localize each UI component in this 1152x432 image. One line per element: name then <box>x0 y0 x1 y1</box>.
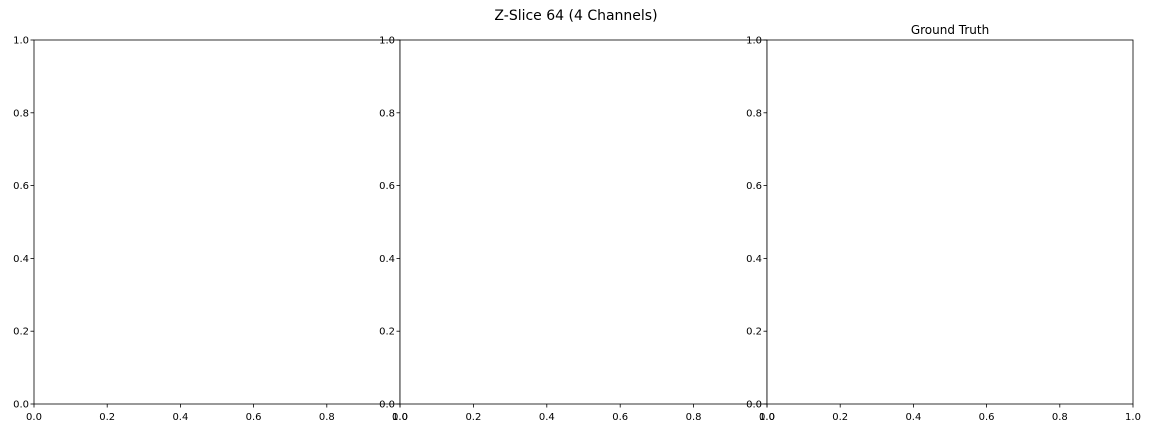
y-tick-label: 0.0 <box>13 400 29 411</box>
x-tick-label: 0.8 <box>319 412 335 423</box>
axes-layer: 0.0 0.2 0.4 0.6 0.8 1.00.00.20.40.60.81.00.0 0… <box>13 23 1141 423</box>
y-tick-label: 0.8 <box>379 108 395 119</box>
x-tick-label: 0.0 <box>759 412 775 423</box>
x-tick-label: 0.2 <box>99 412 115 423</box>
x-tick-label: 0.8 <box>1052 412 1068 423</box>
x-tick-label: 0.4 <box>172 412 188 423</box>
axes-panel-2: 0.0 0.2 0.4 0.6 0.8 1.00.00.20.40.60.81.0 <box>379 36 775 424</box>
x-tick-label: 0.4 <box>905 412 921 423</box>
axes-panel-1: 0.0 0.2 0.4 0.6 0.8 1.00.00.20.40.60.81.0 <box>13 36 408 424</box>
x-tick-label: 1.0 <box>392 412 408 423</box>
x-tick-label: 0.6 <box>612 412 628 423</box>
y-tick-label: 1.0 <box>379 36 395 47</box>
plot-area <box>34 40 400 404</box>
axes-spines <box>766 39 1134 405</box>
axes-panel-3: 0.0 0.2 0.4 0.6 0.8 1.00.00.20.40.60.81.0Grou… <box>746 23 1141 423</box>
y-tick-label: 0.6 <box>13 181 29 192</box>
x-tick-label: 1.0 <box>759 412 775 423</box>
plot-area <box>767 40 1133 404</box>
figure-suptitle: Z-Slice 64 (4 Channels) <box>494 8 657 24</box>
x-tick-label: 0.0 <box>26 412 42 423</box>
y-tick-label: 0.4 <box>13 254 29 265</box>
y-tick-label: 0.8 <box>13 108 29 119</box>
plot-area <box>400 40 767 404</box>
y-tick-label: 0.0 <box>379 400 395 411</box>
y-tick-label: 0.6 <box>379 181 395 192</box>
y-tick-label: 0.0 <box>746 400 762 411</box>
x-tick-label: 0.2 <box>832 412 848 423</box>
axes-title: Ground Truth <box>911 23 989 37</box>
x-tick-label: 0.2 <box>465 412 481 423</box>
y-tick-label: 0.6 <box>746 181 762 192</box>
x-tick-label: 0.8 <box>686 412 702 423</box>
x-tick-label: 0.4 <box>539 412 555 423</box>
x-tick-label: 0.0 <box>392 412 408 423</box>
y-tick-label: 0.4 <box>379 254 395 265</box>
y-tick-label: 1.0 <box>746 36 762 47</box>
y-tick-label: 0.2 <box>379 327 395 338</box>
x-tick-label: 0.6 <box>979 412 995 423</box>
y-tick-label: 0.2 <box>746 327 762 338</box>
y-tick-label: 0.2 <box>13 327 29 338</box>
y-tick-label: 0.8 <box>746 108 762 119</box>
x-tick-label: 1.0 <box>1125 412 1141 423</box>
y-tick-label: 1.0 <box>13 36 29 47</box>
y-tick-label: 0.4 <box>746 254 762 265</box>
x-tick-label: 0.6 <box>246 412 262 423</box>
